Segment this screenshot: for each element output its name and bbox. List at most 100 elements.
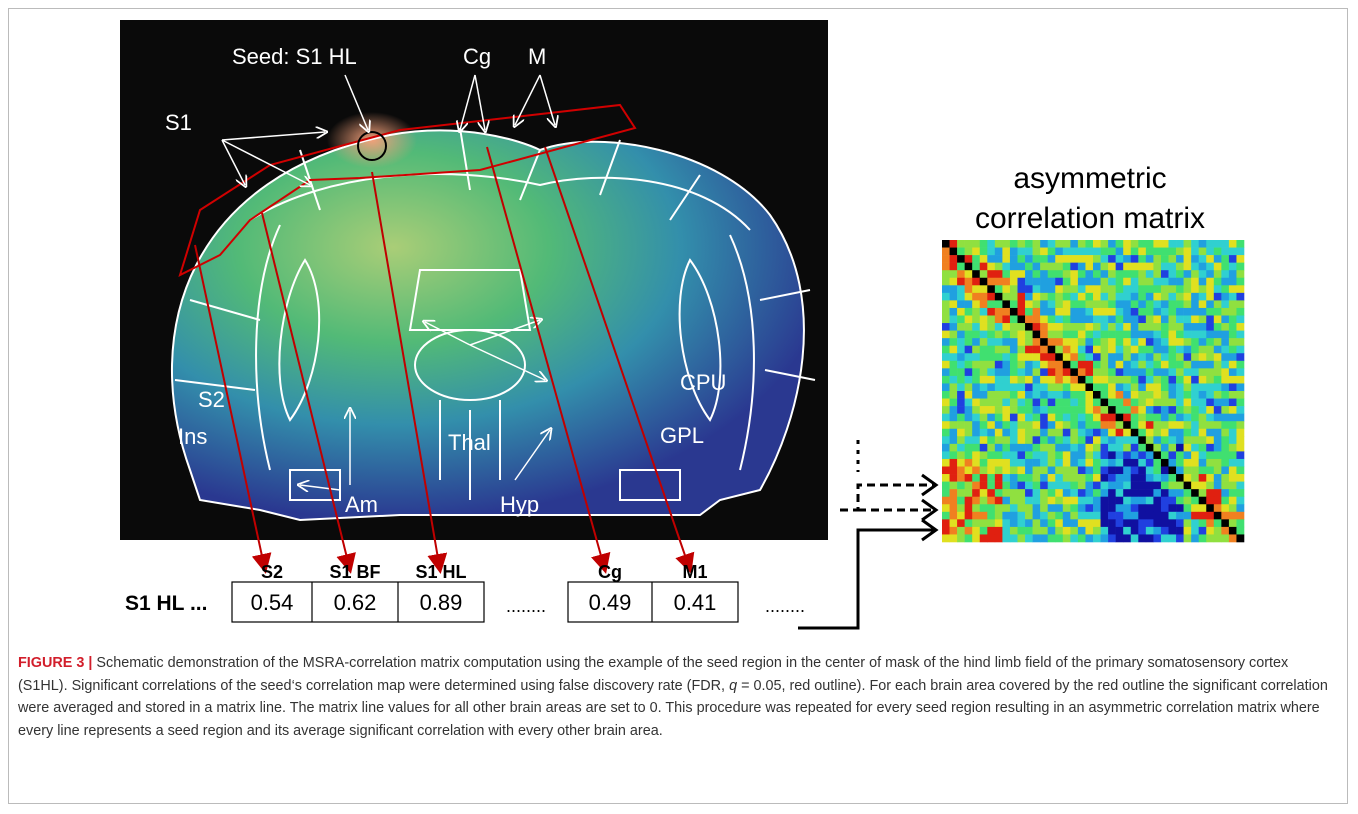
matrix-cell	[972, 391, 980, 399]
matrix-cell	[1184, 534, 1192, 542]
matrix-cell	[1191, 368, 1199, 376]
matrix-cell	[965, 534, 973, 542]
matrix-cell	[1199, 338, 1207, 346]
matrix-cell	[1085, 285, 1093, 293]
matrix-cell	[987, 504, 995, 512]
matrix-cell	[1108, 489, 1116, 497]
matrix-cell	[965, 399, 973, 407]
matrix-cell	[942, 368, 950, 376]
matrix-cell	[1070, 240, 1078, 248]
matrix-cell	[1131, 376, 1139, 384]
matrix-cell	[1221, 278, 1229, 286]
matrix-cell	[1085, 474, 1093, 482]
matrix-cell	[1063, 421, 1071, 429]
matrix-cell	[1199, 534, 1207, 542]
matrix-cell	[1214, 331, 1222, 339]
matrix-cell	[1214, 467, 1222, 475]
matrix-cell	[1131, 534, 1139, 542]
matrix-cell	[1078, 497, 1086, 505]
matrix-cell	[1176, 316, 1184, 324]
matrix-cell	[965, 285, 973, 293]
matrix-cell	[1176, 331, 1184, 339]
matrix-cell	[972, 300, 980, 308]
matrix-cell	[1002, 285, 1010, 293]
matrix-cell	[1093, 331, 1101, 339]
matrix-cell	[980, 391, 988, 399]
matrix-cell	[1161, 240, 1169, 248]
matrix-cell	[1184, 527, 1192, 535]
matrix-cell	[1108, 331, 1116, 339]
matrix-cell	[1206, 308, 1214, 316]
matrix-cell	[950, 278, 958, 286]
matrix-cell	[1169, 459, 1177, 467]
matrix-cell	[1191, 361, 1199, 369]
matrix-cell	[957, 429, 965, 437]
matrix-cell	[1055, 263, 1063, 271]
matrix-cell	[972, 255, 980, 263]
matrix-cell	[1214, 270, 1222, 278]
brain-label: Seed: S1 HL	[232, 44, 357, 69]
matrix-cell	[1146, 240, 1154, 248]
matrix-cell	[1206, 399, 1214, 407]
matrix-cell	[1085, 255, 1093, 263]
matrix-cell	[1101, 504, 1109, 512]
matrix-cell	[1138, 467, 1146, 475]
matrix-cell	[1153, 467, 1161, 475]
matrix-cell	[1085, 399, 1093, 407]
matrix-cell	[1221, 323, 1229, 331]
matrix-cell	[1169, 519, 1177, 527]
matrix-cell	[965, 383, 973, 391]
matrix-cell	[987, 451, 995, 459]
matrix-cell	[1214, 497, 1222, 505]
matrix-cell	[1123, 436, 1131, 444]
matrix-cell	[1161, 519, 1169, 527]
matrix-cell	[1010, 444, 1018, 452]
matrix-cell	[1002, 512, 1010, 520]
matrix-cell	[1184, 300, 1192, 308]
matrix-cell	[1229, 338, 1237, 346]
matrix-cell	[1063, 316, 1071, 324]
matrix-cell	[1078, 353, 1086, 361]
matrix-cell	[1236, 376, 1244, 384]
matrix-cell	[1063, 391, 1071, 399]
matrix-cell	[1025, 429, 1033, 437]
matrix-cell	[1010, 474, 1018, 482]
matrix-cell	[1085, 467, 1093, 475]
matrix-cell	[950, 346, 958, 354]
matrix-cell	[1101, 308, 1109, 316]
matrix-cell	[1085, 270, 1093, 278]
matrix-cell	[987, 361, 995, 369]
matrix-cell	[1206, 278, 1214, 286]
matrix-cell	[995, 308, 1003, 316]
matrix-cell	[1070, 293, 1078, 301]
matrix-cell	[1206, 512, 1214, 520]
matrix-cell	[1123, 361, 1131, 369]
matrix-cell	[1138, 331, 1146, 339]
matrix-cell	[1176, 512, 1184, 520]
matrix-cell	[1206, 361, 1214, 369]
matrix-cell	[950, 248, 958, 256]
matrix-cell	[972, 338, 980, 346]
matrix-cell	[1131, 482, 1139, 490]
matrix-cell	[1025, 534, 1033, 542]
matrix-cell	[1070, 361, 1078, 369]
matrix-cell	[1025, 451, 1033, 459]
matrix-cell	[1063, 451, 1071, 459]
matrix-cell	[987, 414, 995, 422]
matrix-cell	[1040, 338, 1048, 346]
matrix-cell	[1070, 504, 1078, 512]
matrix-cell	[1206, 338, 1214, 346]
matrix-cell	[1063, 353, 1071, 361]
matrix-cell	[1199, 436, 1207, 444]
matrix-cell	[1236, 248, 1244, 256]
matrix-cell	[1002, 338, 1010, 346]
matrix-cell	[995, 368, 1003, 376]
matrix-cell	[1138, 512, 1146, 520]
matrix-cell	[1002, 421, 1010, 429]
matrix-cell	[1093, 421, 1101, 429]
matrix-cell	[1010, 519, 1018, 527]
matrix-cell	[1108, 376, 1116, 384]
matrix-cell	[1199, 482, 1207, 490]
matrix-cell	[1116, 391, 1124, 399]
matrix-cell	[1229, 376, 1237, 384]
